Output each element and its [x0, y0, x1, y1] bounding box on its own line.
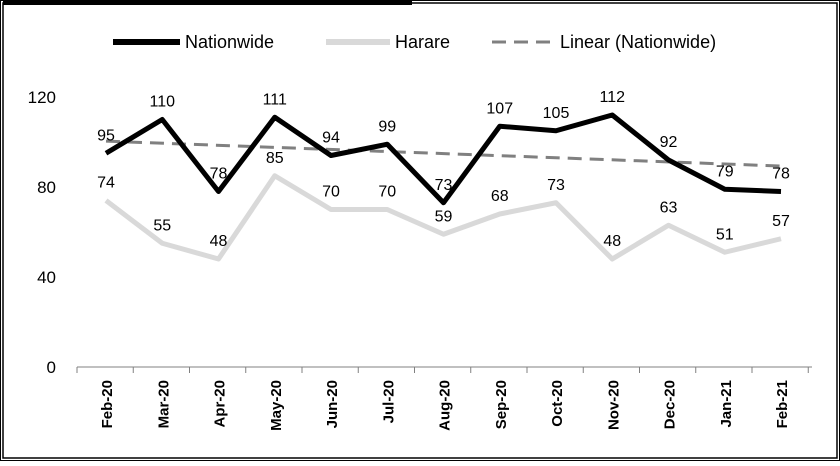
x-tick-label: Nov-20 — [605, 380, 622, 430]
x-tick-label: Jan-21 — [718, 380, 735, 428]
data-label-nationwide: 112 — [599, 89, 625, 106]
x-tick-label: Jul-20 — [380, 380, 397, 423]
data-label-nationwide: 110 — [149, 94, 175, 111]
data-label-harare: 70 — [378, 184, 396, 201]
data-label-nationwide: 78 — [772, 166, 790, 183]
x-tick-label: Sep-20 — [493, 380, 510, 429]
legend: Nationwide Harare Linear (Nationwide) — [113, 32, 716, 52]
data-label-harare: 74 — [97, 175, 115, 192]
plot-area: 95 110 78 111 94 99 73 107 105 112 92 79 78 74 55 48 85 7… — [97, 89, 790, 262]
data-label-nationwide: 111 — [263, 91, 287, 108]
data-label-harare: 48 — [210, 233, 228, 250]
series-line-nationwide — [104, 112, 782, 206]
data-label-harare: 48 — [603, 233, 621, 250]
data-label-harare: 55 — [153, 217, 171, 234]
series-line-harare — [104, 173, 782, 262]
legend-label-trendline: Linear (Nationwide) — [560, 32, 716, 52]
data-label-harare: 51 — [716, 226, 734, 243]
x-tick-label: Apr-20 — [212, 380, 229, 428]
data-label-harare: 70 — [322, 184, 340, 201]
data-label-harare: 85 — [266, 150, 284, 167]
data-label-nationwide: 78 — [210, 166, 228, 183]
x-tick-label: Jun-20 — [324, 380, 341, 428]
y-tick-label: 120 — [28, 88, 56, 107]
data-label-nationwide: 79 — [716, 163, 734, 180]
y-tick-label: 80 — [37, 178, 56, 197]
data-label-nationwide: 92 — [660, 134, 678, 151]
data-label-nationwide: 99 — [378, 118, 396, 135]
x-tick-label: Aug-20 — [437, 380, 454, 431]
legend-label-harare: Harare — [395, 32, 450, 52]
x-tick-label: Feb-21 — [774, 380, 791, 428]
x-tick-label: Feb-20 — [99, 380, 116, 428]
axes: 0 40 80 120 Feb-20 Mar-20 Apr-20 May-20 Jun-20 Ju… — [28, 88, 812, 431]
data-label-nationwide: 95 — [97, 127, 115, 144]
legend-label-nationwide: Nationwide — [185, 32, 274, 52]
data-label-nationwide: 94 — [322, 130, 340, 147]
data-label-harare: 57 — [772, 213, 790, 230]
data-label-harare: 68 — [491, 188, 509, 205]
data-label-nationwide: 107 — [486, 100, 513, 117]
y-tick-label: 0 — [47, 358, 56, 377]
data-label-harare: 73 — [547, 177, 565, 194]
x-tick-label: May-20 — [268, 380, 285, 431]
data-label-nationwide: 105 — [543, 105, 570, 122]
x-tick-label: Oct-20 — [549, 380, 566, 427]
y-tick-label: 40 — [37, 268, 56, 287]
data-label-harare: 63 — [660, 199, 678, 216]
data-label-nationwide: 73 — [435, 177, 453, 194]
x-tick-label: Mar-20 — [155, 380, 172, 428]
data-label-harare: 59 — [435, 208, 453, 225]
x-tick-label: Dec-20 — [662, 380, 679, 429]
